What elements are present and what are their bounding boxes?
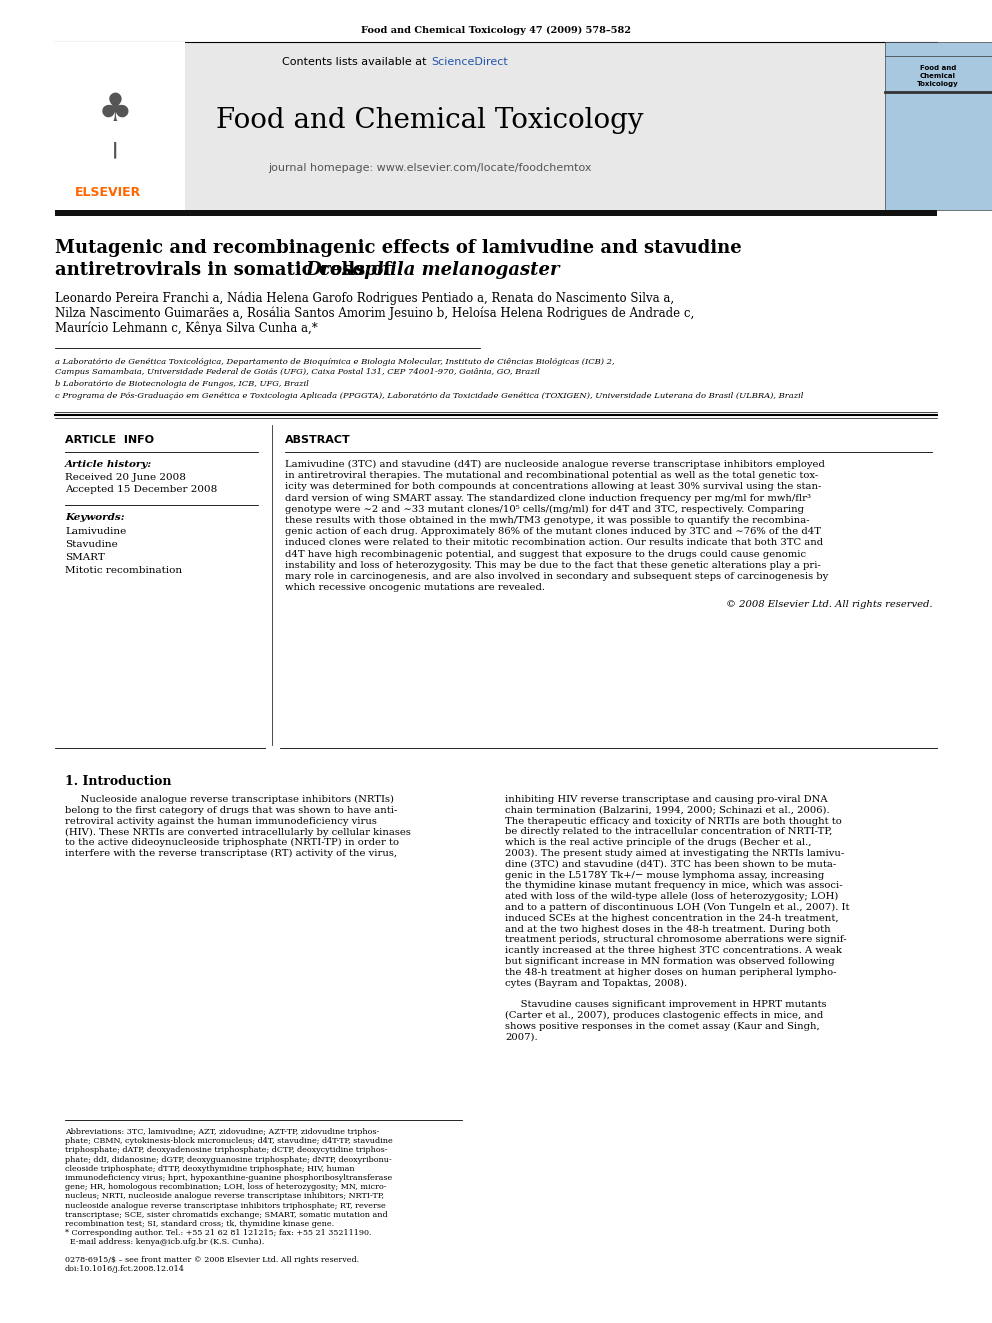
Text: * Corresponding author. Tel.: +55 21 62 81 121215; fax: +55 21 35211190.: * Corresponding author. Tel.: +55 21 62 … bbox=[65, 1229, 371, 1237]
Text: transcriptase; SCE, sister chromatids exchange; SMART, somatic mutation and: transcriptase; SCE, sister chromatids ex… bbox=[65, 1211, 388, 1218]
Text: in antiretroviral therapies. The mutational and recombinational potential as wel: in antiretroviral therapies. The mutatio… bbox=[285, 471, 818, 480]
Text: mary role in carcinogenesis, and are also involved in secondary and subsequent s: mary role in carcinogenesis, and are als… bbox=[285, 572, 828, 581]
Text: Lamivudine: Lamivudine bbox=[65, 527, 126, 536]
Text: © 2008 Elsevier Ltd. All rights reserved.: © 2008 Elsevier Ltd. All rights reserved… bbox=[725, 601, 932, 610]
Text: Drosophila melanogaster: Drosophila melanogaster bbox=[306, 261, 559, 279]
FancyBboxPatch shape bbox=[55, 42, 937, 210]
Text: these results with those obtained in the mwh/TM3 genotype, it was possible to qu: these results with those obtained in the… bbox=[285, 516, 809, 525]
Text: ABSTRACT: ABSTRACT bbox=[285, 435, 351, 445]
Text: induced SCEs at the highest concentration in the 24-h treatment,: induced SCEs at the highest concentratio… bbox=[505, 914, 838, 923]
Text: the thymidine kinase mutant frequency in mice, which was associ-: the thymidine kinase mutant frequency in… bbox=[505, 881, 842, 890]
Text: and to a pattern of discontinuous LOH (Von Tungeln et al., 2007). It: and to a pattern of discontinuous LOH (V… bbox=[505, 904, 849, 912]
Text: dard version of wing SMART assay. The standardized clone induction frequency per: dard version of wing SMART assay. The st… bbox=[285, 493, 811, 503]
Text: Contents lists available at: Contents lists available at bbox=[282, 57, 430, 67]
Text: Leonardo Pereira Franchi a, Nádia Helena Garofo Rodrigues Pentiado a, Renata do : Leonardo Pereira Franchi a, Nádia Helena… bbox=[55, 291, 675, 304]
Text: ┃: ┃ bbox=[111, 142, 119, 159]
Text: icity was determined for both compounds at concentrations allowing at least 30% : icity was determined for both compounds … bbox=[285, 483, 821, 491]
Text: doi:10.1016/j.fct.2008.12.014: doi:10.1016/j.fct.2008.12.014 bbox=[65, 1265, 185, 1273]
Text: Stavudine causes significant improvement in HPRT mutants: Stavudine causes significant improvement… bbox=[505, 1000, 826, 1009]
Text: interfere with the reverse transcriptase (RT) activity of the virus,: interfere with the reverse transcriptase… bbox=[65, 849, 397, 859]
Text: chain termination (Balzarini, 1994, 2000; Schinazi et al., 2006).: chain termination (Balzarini, 1994, 2000… bbox=[505, 806, 829, 815]
Text: Toxicology: Toxicology bbox=[918, 81, 959, 87]
Text: journal homepage: www.elsevier.com/locate/foodchemtox: journal homepage: www.elsevier.com/locat… bbox=[268, 163, 592, 173]
Text: c Programa de Pós-Graduação em Genética e Toxicologia Aplicada (PPGGTA), Laborat: c Programa de Pós-Graduação em Genética … bbox=[55, 392, 804, 400]
Text: Mutagenic and recombinagenic effects of lamivudine and stavudine: Mutagenic and recombinagenic effects of … bbox=[55, 239, 742, 257]
Text: Food and Chemical Toxicology: Food and Chemical Toxicology bbox=[216, 106, 644, 134]
Text: Campus Samambaia, Universidade Federal de Goiás (UFG), Caixa Postal 131, CEP 740: Campus Samambaia, Universidade Federal d… bbox=[55, 368, 540, 376]
Text: recombination test; SI, standard cross; tk, thymidine kinase gene.: recombination test; SI, standard cross; … bbox=[65, 1220, 334, 1228]
Text: Chemical: Chemical bbox=[920, 73, 956, 79]
Text: Maurício Lehmann c, Kênya Silva Cunha a,*: Maurício Lehmann c, Kênya Silva Cunha a,… bbox=[55, 321, 317, 335]
Text: Stavudine: Stavudine bbox=[65, 540, 118, 549]
Text: immunodeficiency virus; hprt, hypoxanthine-guanine phosphoribosyltransferase: immunodeficiency virus; hprt, hypoxanthi… bbox=[65, 1174, 392, 1181]
Text: triphosphate; dATP, deoxyadenosine triphosphate; dCTP, deoxycytidine triphos-: triphosphate; dATP, deoxyadenosine triph… bbox=[65, 1147, 388, 1155]
Text: genic action of each drug. Approximately 86% of the mutant clones induced by 3TC: genic action of each drug. Approximately… bbox=[285, 527, 821, 536]
Text: b Laboratório de Biotecnologia de Fungos, ICB, UFG, Brazil: b Laboratório de Biotecnologia de Fungos… bbox=[55, 380, 309, 388]
Text: Abbreviations: 3TC, lamivudine; AZT, zidovudine; AZT-TP, zidovudine triphos-: Abbreviations: 3TC, lamivudine; AZT, zid… bbox=[65, 1129, 379, 1136]
Text: (Carter et al., 2007), produces clastogenic effects in mice, and: (Carter et al., 2007), produces clastoge… bbox=[505, 1011, 823, 1020]
Text: dine (3TC) and stavudine (d4T). 3TC has been shown to be muta-: dine (3TC) and stavudine (d4T). 3TC has … bbox=[505, 860, 836, 869]
Text: belong to the first category of drugs that was shown to have anti-: belong to the first category of drugs th… bbox=[65, 806, 398, 815]
Text: genotype were ∼2 and ∼33 mutant clones/10⁵ cells/(mg/ml) for d4T and 3TC, respec: genotype were ∼2 and ∼33 mutant clones/1… bbox=[285, 505, 804, 513]
Text: cytes (Bayram and Topaktas, 2008).: cytes (Bayram and Topaktas, 2008). bbox=[505, 979, 687, 988]
Text: SMART: SMART bbox=[65, 553, 105, 562]
Text: and at the two highest doses in the 48-h treatment. During both: and at the two highest doses in the 48-h… bbox=[505, 925, 830, 934]
Text: The therapeutic efficacy and toxicity of NRTIs are both thought to: The therapeutic efficacy and toxicity of… bbox=[505, 816, 842, 826]
Text: nucleoside analogue reverse transcriptase inhibitors triphosphate; RT, reverse: nucleoside analogue reverse transcriptas… bbox=[65, 1201, 386, 1209]
Text: nucleus; NRTI, nucleoside analogue reverse transcriptase inhibitors; NRTI-TP,: nucleus; NRTI, nucleoside analogue rever… bbox=[65, 1192, 384, 1200]
Text: to the active dideoynucleoside triphosphate (NRTI-TP) in order to: to the active dideoynucleoside triphosph… bbox=[65, 839, 399, 847]
Text: Mitotic recombination: Mitotic recombination bbox=[65, 566, 183, 576]
Text: Accepted 15 December 2008: Accepted 15 December 2008 bbox=[65, 486, 217, 493]
Text: E-mail address: kenya@icb.ufg.br (K.S. Cunha).: E-mail address: kenya@icb.ufg.br (K.S. C… bbox=[65, 1238, 264, 1246]
Text: 2007).: 2007). bbox=[505, 1032, 538, 1041]
Text: Keywords:: Keywords: bbox=[65, 513, 125, 523]
Text: gene; HR, homologous recombination; LOH, loss of heterozygosity; MN, micro-: gene; HR, homologous recombination; LOH,… bbox=[65, 1183, 387, 1191]
Text: Food and: Food and bbox=[920, 65, 956, 71]
Text: cleoside triphosphate; dTTP, deoxythymidine triphosphate; HIV, human: cleoside triphosphate; dTTP, deoxythymid… bbox=[65, 1164, 354, 1172]
Text: 0278-6915/$ – see front matter © 2008 Elsevier Ltd. All rights reserved.: 0278-6915/$ – see front matter © 2008 El… bbox=[65, 1256, 359, 1263]
Text: Nilza Nascimento Guimarães a, Rosália Santos Amorim Jesuino b, Heloísa Helena Ro: Nilza Nascimento Guimarães a, Rosália Sa… bbox=[55, 306, 694, 320]
Text: ScienceDirect: ScienceDirect bbox=[431, 57, 508, 67]
FancyBboxPatch shape bbox=[55, 210, 937, 216]
Text: phate; CBMN, cytokinesis-block micronucleus; d4T, stavudine; d4T-TP, stavudine: phate; CBMN, cytokinesis-block micronucl… bbox=[65, 1138, 393, 1146]
Text: genic in the L5178Y Tk+/− mouse lymphoma assay, increasing: genic in the L5178Y Tk+/− mouse lymphoma… bbox=[505, 871, 824, 880]
Text: icantly increased at the three highest 3TC concentrations. A weak: icantly increased at the three highest 3… bbox=[505, 946, 842, 955]
Text: retroviral activity against the human immunodeficiency virus: retroviral activity against the human im… bbox=[65, 816, 377, 826]
Text: ARTICLE  INFO: ARTICLE INFO bbox=[65, 435, 154, 445]
Text: ated with loss of the wild-type allele (loss of heterozygosity; LOH): ated with loss of the wild-type allele (… bbox=[505, 892, 838, 901]
Text: inhibiting HIV reverse transcriptase and causing pro-viral DNA: inhibiting HIV reverse transcriptase and… bbox=[505, 795, 827, 804]
FancyBboxPatch shape bbox=[885, 42, 992, 210]
Text: 2003). The present study aimed at investigating the NRTIs lamivu-: 2003). The present study aimed at invest… bbox=[505, 849, 844, 859]
Text: Lamivudine (3TC) and stavudine (d4T) are nucleoside analogue reverse transcripta: Lamivudine (3TC) and stavudine (d4T) are… bbox=[285, 460, 825, 470]
Text: but significant increase in MN formation was observed following: but significant increase in MN formation… bbox=[505, 957, 834, 966]
Text: ELSEVIER: ELSEVIER bbox=[75, 185, 141, 198]
Text: be directly related to the intracellular concentration of NRTI-TP,: be directly related to the intracellular… bbox=[505, 827, 832, 836]
Text: treatment periods, structural chromosome aberrations were signif-: treatment periods, structural chromosome… bbox=[505, 935, 846, 945]
Text: which recessive oncogenic mutations are revealed.: which recessive oncogenic mutations are … bbox=[285, 583, 545, 593]
Text: which is the real active principle of the drugs (Becher et al.,: which is the real active principle of th… bbox=[505, 839, 811, 847]
Text: 1. Introduction: 1. Introduction bbox=[65, 775, 172, 789]
Text: (HIV). These NRTIs are converted intracellularly by cellular kinases: (HIV). These NRTIs are converted intrace… bbox=[65, 827, 411, 836]
Text: shows positive responses in the comet assay (Kaur and Singh,: shows positive responses in the comet as… bbox=[505, 1021, 819, 1031]
Text: antiretrovirals in somatic cells of: antiretrovirals in somatic cells of bbox=[55, 261, 398, 279]
Text: ♣: ♣ bbox=[97, 91, 133, 130]
Text: the 48-h treatment at higher doses on human peripheral lympho-: the 48-h treatment at higher doses on hu… bbox=[505, 968, 836, 976]
Text: phate; ddI, didanosine; dGTP, deoxyguanosine triphosphate; dNTP, deoxyribonu-: phate; ddI, didanosine; dGTP, deoxyguano… bbox=[65, 1155, 392, 1164]
Text: a Laboratório de Genética Toxicológica, Departamento de Bioquímica e Biologia Mo: a Laboratório de Genética Toxicológica, … bbox=[55, 359, 615, 366]
Text: Article history:: Article history: bbox=[65, 460, 152, 468]
Text: d4T have high recombinagenic potential, and suggest that exposure to the drugs c: d4T have high recombinagenic potential, … bbox=[285, 549, 806, 558]
Text: instability and loss of heterozygosity. This may be due to the fact that these g: instability and loss of heterozygosity. … bbox=[285, 561, 820, 570]
Text: Food and Chemical Toxicology 47 (2009) 578–582: Food and Chemical Toxicology 47 (2009) 5… bbox=[361, 25, 631, 34]
FancyBboxPatch shape bbox=[55, 42, 185, 210]
Text: Nucleoside analogue reverse transcriptase inhibitors (NRTIs): Nucleoside analogue reverse transcriptas… bbox=[65, 795, 394, 804]
Text: induced clones were related to their mitotic recombination action. Our results i: induced clones were related to their mit… bbox=[285, 538, 823, 548]
Text: Received 20 June 2008: Received 20 June 2008 bbox=[65, 474, 186, 482]
